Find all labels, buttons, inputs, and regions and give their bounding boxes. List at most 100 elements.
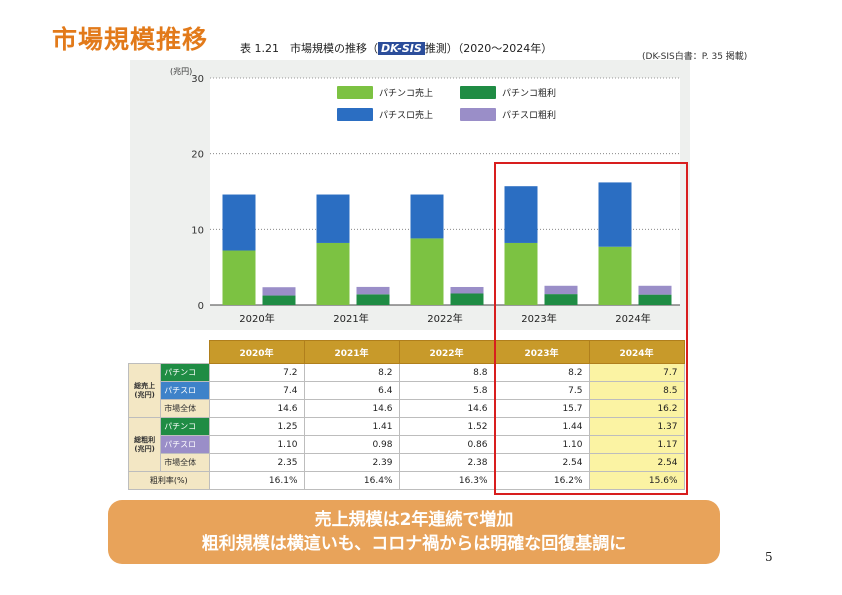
profit-group-label: 総粗利 (兆円) <box>127 417 162 472</box>
x-tick-label: 2020年 <box>239 312 274 325</box>
market-data-table: 2020年 2021年 2022年 2023年 2024年 総売上 (兆円) パチンコ 7.… <box>127 340 685 490</box>
bar-sales-0-3 <box>504 242 538 305</box>
table-cell: 1.17 <box>588 435 685 454</box>
bar-sales-1-2 <box>410 194 444 239</box>
table-row: パチスロ 7.4 6.4 5.8 7.5 8.5 <box>129 381 685 400</box>
table-header-year: 2020年 <box>208 340 305 364</box>
table-cell: 8.2 <box>493 363 590 382</box>
table-cell: 6.4 <box>303 381 400 400</box>
table-cell: 14.6 <box>398 399 495 418</box>
table-cell: 5.8 <box>398 381 495 400</box>
banner-line-2: 粗利規模は横這いも、コロナ禍からは明確な回復基調に <box>201 534 627 554</box>
caption-prefix: 表 1.21 市場規模の推移（ <box>240 42 378 55</box>
row-label: パチンコ <box>160 363 210 382</box>
summary-banner: 売上規模は2年連続で増加 粗利規模は横這いも、コロナ禍からは明確な回復基調に <box>108 500 720 564</box>
dk-sis-logo: DK-SIS <box>378 42 425 55</box>
y-tick-label: 20 <box>191 150 204 161</box>
table-header-year: 2024年 <box>588 340 685 364</box>
legend-swatch <box>460 86 496 99</box>
x-tick-label: 2022年 <box>427 312 462 325</box>
table-cell: 16.1% <box>208 471 305 490</box>
table-header-year: 2021年 <box>303 340 400 364</box>
table-cell: 2.38 <box>398 453 495 472</box>
bar-gross_profit-1-0 <box>262 287 296 296</box>
bar-gross_profit-1-3 <box>544 285 578 295</box>
gross-margin-row: 粗利率(%) 16.1% 16.4% 16.3% 16.2% 15.6% <box>128 471 685 490</box>
legend-swatch <box>460 108 496 121</box>
table-cell: 1.10 <box>493 435 590 454</box>
table-cell: 1.25 <box>208 417 305 436</box>
page-number: 5 <box>765 550 773 564</box>
table-cell: 2.39 <box>303 453 400 472</box>
row-label: パチスロ <box>160 435 210 454</box>
caption-suffix: 推測）（2020～2024年） <box>424 42 553 55</box>
table-cell: 0.86 <box>398 435 495 454</box>
bar-sales-0-0 <box>222 250 256 305</box>
row-label: パチスロ <box>160 381 210 400</box>
market-size-chart: 0 10 20 30(兆円) 2020年 2021年 2022年 2023年 2024年 パチンコ… <box>170 66 680 325</box>
table-cell: 8.2 <box>303 363 400 382</box>
bar-gross_profit-0-3 <box>544 294 578 305</box>
bar-gross_profit-1-4 <box>638 285 672 295</box>
table-cell: 16.4% <box>303 471 400 490</box>
table-cell: 7.4 <box>208 381 305 400</box>
legend-label: パチスロ粗利 <box>502 109 556 121</box>
bar-sales-0-4 <box>598 246 632 305</box>
bar-gross_profit-0-0 <box>262 295 296 305</box>
table-cell: 8.8 <box>398 363 495 382</box>
legend-label: パチンコ粗利 <box>502 87 556 99</box>
table-header-year: 2022年 <box>398 340 495 364</box>
x-tick-label: 2023年 <box>521 312 556 325</box>
table-cell: 7.2 <box>208 363 305 382</box>
table-row: 総粗利 (兆円) パチンコ 1.25 1.41 1.52 1.44 1.37 <box>127 417 685 472</box>
sales-group-label: 総売上 (兆円) <box>127 363 162 418</box>
bar-sales-1-3 <box>504 186 538 243</box>
bar-gross_profit-1-1 <box>356 286 390 295</box>
legend-swatch <box>337 108 373 121</box>
row-label: 市場全体 <box>160 453 210 472</box>
table-cell: 8.5 <box>588 381 685 400</box>
table-cell: 1.44 <box>493 417 590 436</box>
bar-sales-1-1 <box>316 194 350 243</box>
bar-gross_profit-0-1 <box>356 294 390 305</box>
table-cell: 0.98 <box>303 435 400 454</box>
table-cell: 14.6 <box>303 399 400 418</box>
y-tick-label: 10 <box>191 225 204 236</box>
x-tick-label: 2021年 <box>333 312 368 325</box>
bar-sales-1-0 <box>222 194 256 251</box>
bar-sales-0-2 <box>410 238 444 305</box>
row-label: 市場全体 <box>160 399 210 418</box>
table-header-empty <box>128 340 209 364</box>
bar-gross_profit-0-4 <box>638 294 672 305</box>
highlight-box <box>494 162 688 495</box>
table-cell: 1.10 <box>208 435 305 454</box>
table-cell: 14.6 <box>208 399 305 418</box>
legend-label: パチンコ売上 <box>379 87 433 99</box>
table-cell: 1.41 <box>303 417 400 436</box>
table-header-year: 2023年 <box>493 340 590 364</box>
bar-gross_profit-0-2 <box>450 293 484 305</box>
bar-sales-1-4 <box>598 182 632 247</box>
banner-line-1: 売上規模は2年連続で増加 <box>314 510 514 530</box>
table-cell: 16.3% <box>398 471 495 490</box>
source-note: (DK-SIS白書：P. 35 掲載) <box>642 52 748 62</box>
bar-sales-0-1 <box>316 242 350 305</box>
bar-gross_profit-1-2 <box>450 286 484 294</box>
row-label: パチンコ <box>160 417 210 436</box>
table-cell: 2.54 <box>588 453 685 472</box>
slide-title: 市場規模推移 <box>52 25 209 54</box>
table-caption: 表 1.21 市場規模の推移（ DK-SIS 推測）（2020～2024年） <box>240 40 552 56</box>
legend-swatch <box>337 86 373 99</box>
x-tick-label: 2024年 <box>615 312 650 325</box>
table-cell: 15.6% <box>588 471 685 490</box>
table-cell: 2.35 <box>208 453 305 472</box>
legend-label: パチスロ売上 <box>379 109 433 121</box>
y-axis-label: (兆円) <box>170 66 192 76</box>
y-tick-label: 30 <box>191 74 204 85</box>
gross-margin-label: 粗利率(%) <box>128 471 210 490</box>
table-cell: 16.2 <box>588 399 685 418</box>
table-cell: 1.37 <box>588 417 685 436</box>
y-tick-label: 0 <box>198 301 204 312</box>
table-row: 市場全体 14.6 14.6 14.6 15.7 16.2 <box>129 399 685 418</box>
table-cell: 1.52 <box>398 417 495 436</box>
